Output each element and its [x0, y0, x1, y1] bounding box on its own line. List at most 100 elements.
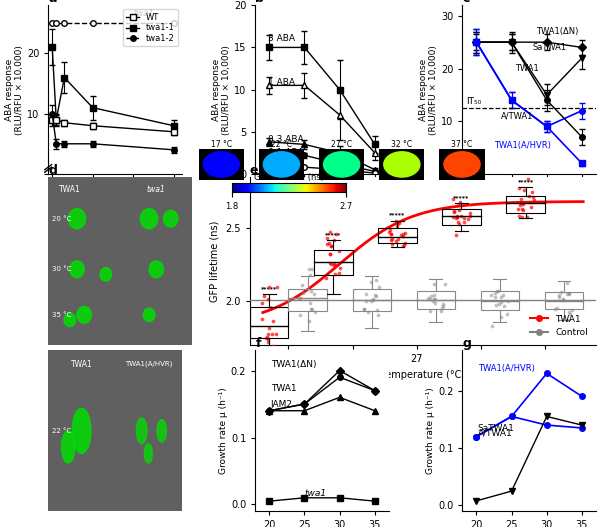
Point	[329, 236, 339, 244]
Point	[517, 199, 526, 207]
Point	[567, 306, 577, 314]
Text: TWA1(A/HVR): TWA1(A/HVR)	[125, 360, 172, 367]
Point	[309, 289, 318, 298]
Text: SaTWA1: SaTWA1	[478, 424, 515, 433]
Point	[559, 294, 568, 302]
Point	[452, 214, 461, 223]
Text: f: f	[255, 337, 261, 350]
Circle shape	[61, 431, 75, 463]
Point	[452, 212, 462, 221]
Circle shape	[264, 152, 300, 177]
Point	[391, 217, 401, 225]
Point	[517, 213, 527, 221]
Point	[491, 301, 501, 309]
Point	[307, 305, 317, 313]
Y-axis label: Growth rate μ (h⁻¹): Growth rate μ (h⁻¹)	[219, 387, 228, 474]
Circle shape	[157, 419, 166, 442]
Point	[304, 265, 314, 273]
Point	[359, 304, 369, 313]
Text: c: c	[462, 0, 470, 5]
Bar	[417, 291, 455, 308]
Point	[565, 289, 574, 297]
Point	[430, 279, 439, 288]
Point	[268, 342, 278, 350]
Point	[305, 271, 315, 279]
Point	[263, 338, 273, 346]
Point	[430, 298, 440, 307]
Text: 22 °C: 22 °C	[52, 428, 72, 434]
Point	[400, 239, 409, 248]
Point	[459, 218, 468, 226]
Text: JAM2: JAM2	[271, 401, 293, 409]
Circle shape	[164, 210, 178, 227]
Point	[399, 241, 409, 250]
Point	[257, 298, 267, 307]
Point	[386, 230, 396, 238]
Point	[453, 218, 462, 226]
Point	[398, 231, 408, 240]
Text: TWA1: TWA1	[70, 360, 93, 369]
Point	[438, 302, 448, 310]
Point	[490, 289, 500, 298]
Title: 27 °C: 27 °C	[331, 140, 352, 149]
Point	[272, 282, 282, 291]
Text: 0 ABA: 0 ABA	[268, 159, 295, 168]
Point	[455, 220, 464, 228]
Bar	[288, 289, 327, 311]
Point	[325, 258, 335, 267]
Text: twa1: twa1	[133, 9, 154, 18]
Point	[494, 300, 504, 308]
Text: IT₅₀: IT₅₀	[466, 97, 481, 106]
Text: *****: *****	[453, 195, 470, 200]
Y-axis label: GFP lifetime (ns): GFP lifetime (ns)	[210, 220, 220, 301]
Point	[439, 280, 449, 288]
Legend: TWA1, Control: TWA1, Control	[526, 311, 592, 340]
Point	[268, 317, 278, 325]
Point	[514, 211, 524, 220]
Point	[310, 308, 320, 316]
Point	[494, 287, 503, 295]
Point	[294, 294, 304, 302]
Point	[554, 290, 564, 299]
Title: 32 °C: 32 °C	[391, 140, 412, 149]
Point	[529, 196, 539, 204]
Title: 22 °C: 22 °C	[271, 140, 292, 149]
Point	[335, 264, 344, 272]
Point	[397, 231, 406, 240]
Point	[528, 198, 538, 206]
Point	[383, 228, 393, 236]
Bar	[353, 289, 391, 311]
Point	[308, 265, 317, 273]
Point	[368, 295, 378, 304]
Circle shape	[324, 152, 360, 177]
Text: TWA1(ΔN): TWA1(ΔN)	[271, 360, 316, 369]
Text: 3 ABA: 3 ABA	[268, 34, 295, 43]
Point	[559, 296, 568, 304]
Point	[305, 317, 314, 325]
Point	[550, 305, 560, 314]
Title: 37 °C: 37 °C	[452, 140, 473, 149]
Point	[306, 305, 315, 313]
Point	[524, 192, 534, 200]
Circle shape	[100, 268, 111, 281]
Point	[502, 310, 512, 318]
Y-axis label: ABA response
(RLU/RFU × 10,000): ABA response (RLU/RFU × 10,000)	[419, 45, 438, 134]
Text: 20 °C: 20 °C	[52, 216, 72, 222]
Point	[366, 297, 376, 306]
Text: TWA1(A/HVR): TWA1(A/HVR)	[494, 141, 551, 150]
Point	[329, 260, 339, 269]
Text: g: g	[462, 337, 471, 350]
Point	[523, 175, 533, 184]
Text: 35 °C: 35 °C	[52, 312, 72, 318]
Text: *****: *****	[261, 286, 278, 291]
Text: 30 °C: 30 °C	[52, 266, 72, 272]
Circle shape	[444, 152, 480, 177]
Point	[261, 350, 271, 358]
Bar	[314, 250, 353, 275]
Point	[562, 316, 571, 324]
Point	[490, 293, 500, 301]
Point	[329, 261, 338, 269]
Bar	[506, 196, 545, 213]
Point	[459, 214, 469, 222]
Circle shape	[144, 444, 152, 463]
